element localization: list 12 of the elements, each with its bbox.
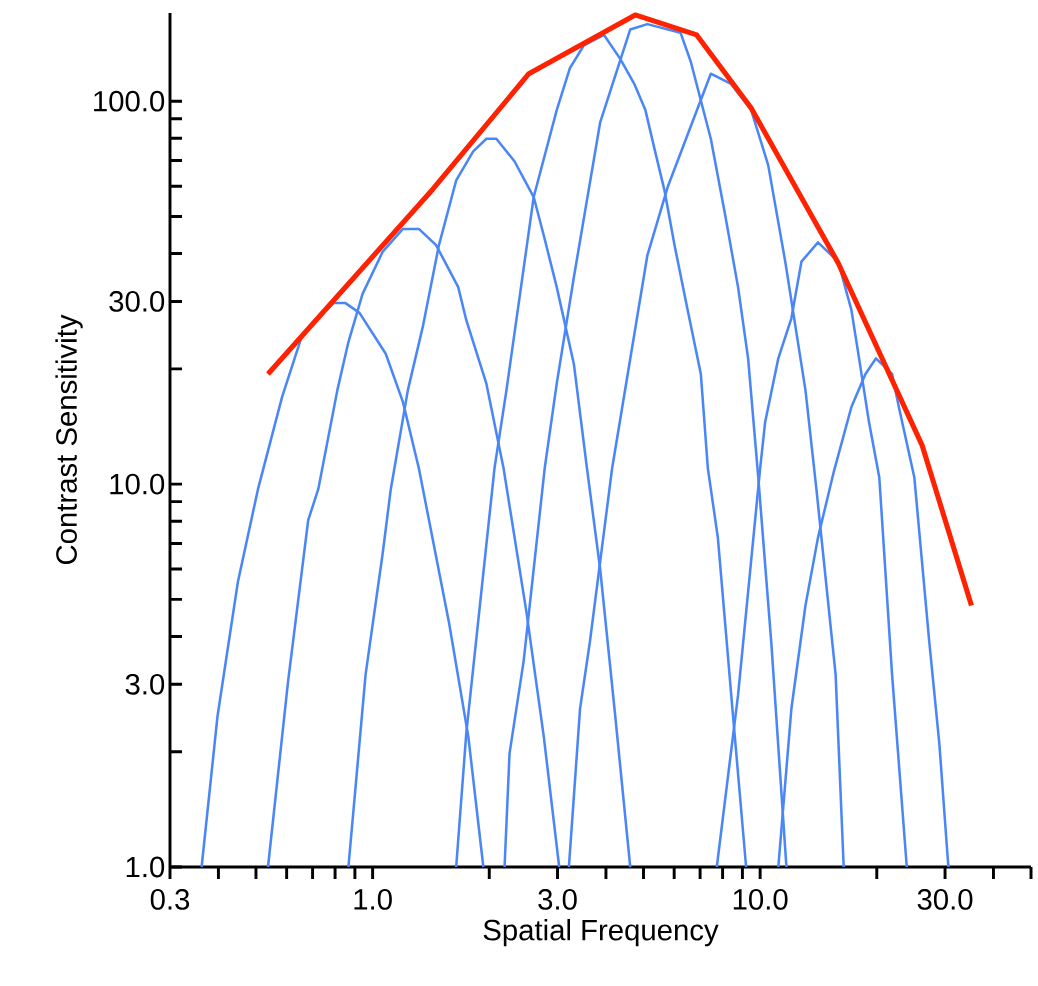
x-tick-label: 3.0 [538,889,577,910]
y-tick-label: 3.0 [125,673,165,695]
y-axis-title: Contrast Sensitivity [55,314,83,565]
y-tick-label: 10.0 [110,473,165,495]
y-tick-label: 100.0 [94,90,165,112]
x-tick-label: 30.0 [917,889,973,910]
y-tick-label: 1.0 [126,856,165,878]
y-tick-label: 30.0 [109,291,165,312]
x-tick-label: 10.0 [733,889,788,910]
x-tick-label: 1.0 [354,889,392,910]
x-tick-label: 0.3 [150,889,190,910]
x-axis-title: Spatial Frequency [483,918,719,947]
